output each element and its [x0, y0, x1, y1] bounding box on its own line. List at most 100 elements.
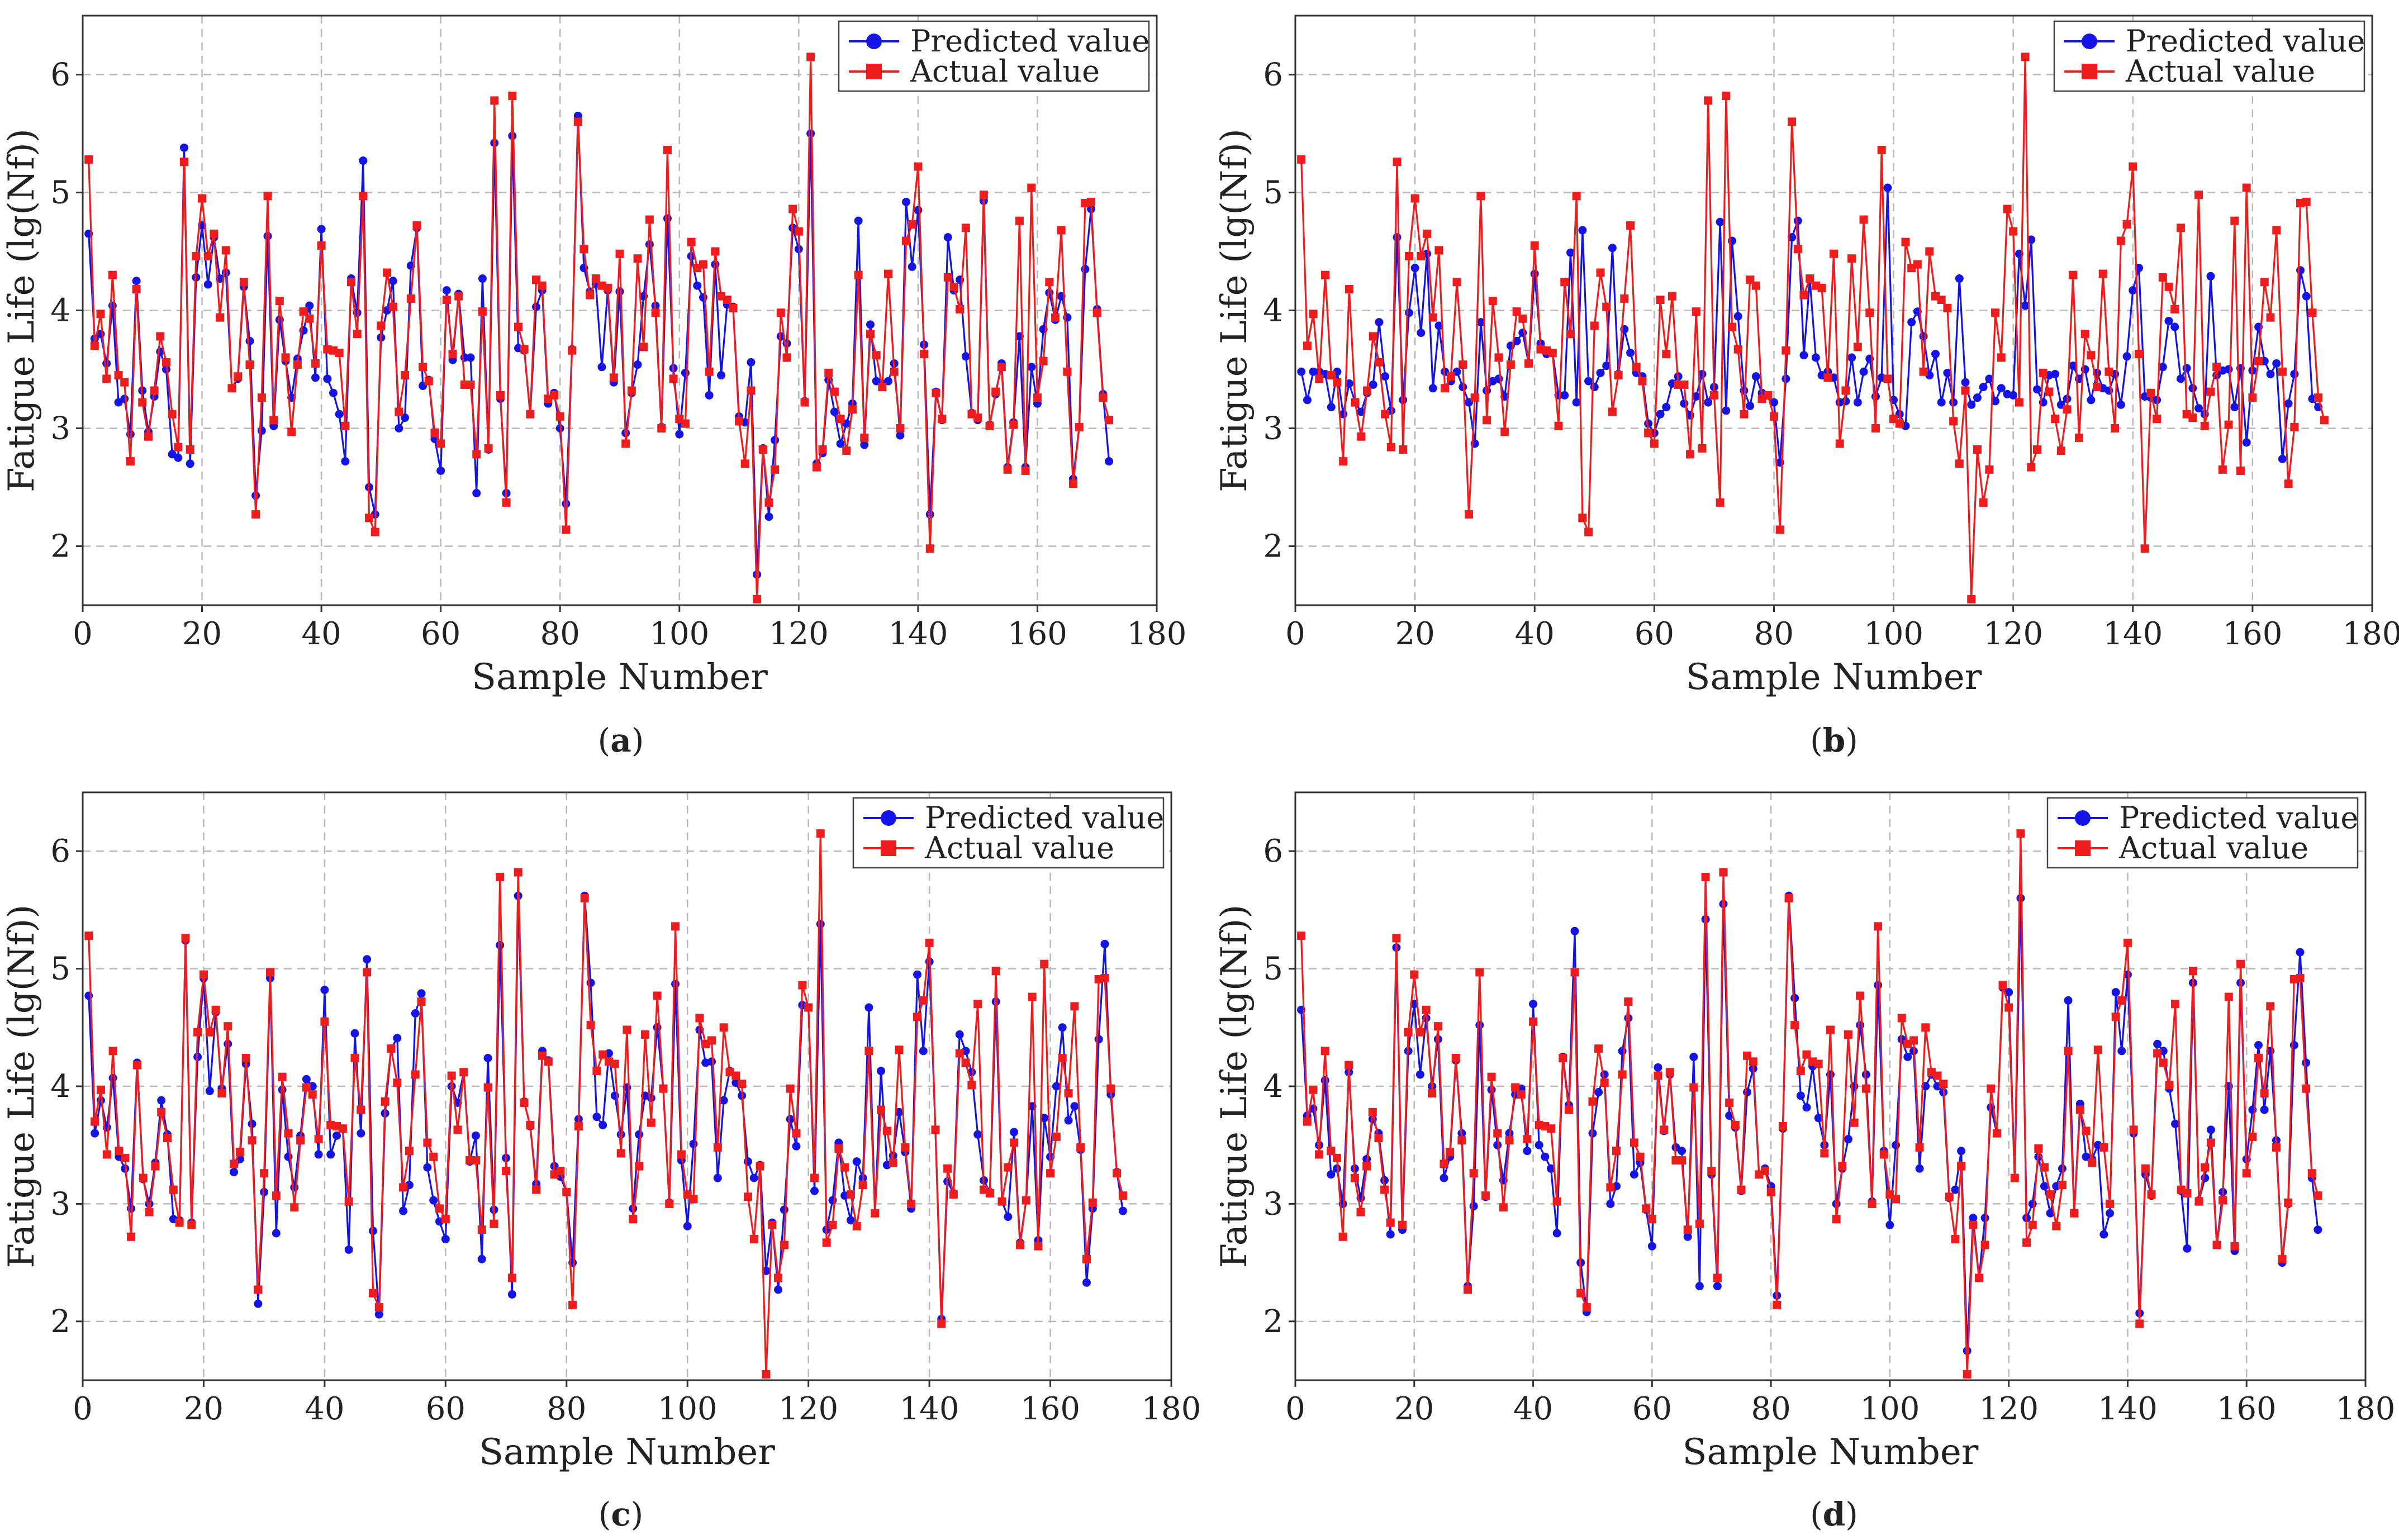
data-point-predicted	[1399, 396, 1408, 405]
data-point-actual	[1321, 270, 1330, 279]
data-point-predicted	[2183, 1244, 2192, 1253]
data-point-actual	[956, 305, 965, 313]
data-point-actual	[96, 1085, 105, 1094]
data-point-actual	[181, 934, 190, 943]
data-point-actual	[2070, 1209, 2079, 1218]
data-point-actual	[2088, 1158, 2097, 1167]
data-point-actual	[263, 192, 272, 201]
data-point-actual	[401, 371, 410, 380]
data-point-actual	[388, 302, 397, 311]
data-point-actual	[1338, 1232, 1347, 1241]
data-point-predicted	[1070, 1102, 1079, 1111]
data-point-actual	[2153, 1049, 2162, 1058]
data-point-actual	[102, 1150, 111, 1159]
data-point-actual	[395, 407, 403, 416]
data-point-actual	[472, 450, 481, 459]
data-point-predicted	[1985, 374, 1994, 383]
data-point-predicted	[302, 1075, 311, 1083]
data-point-predicted	[477, 1254, 486, 1263]
x-tick-label: 100	[1860, 1391, 1920, 1427]
data-point-actual	[2058, 1181, 2067, 1190]
x-tick-label: 0	[73, 1391, 93, 1427]
data-point-actual	[2052, 1221, 2061, 1230]
data-point-predicted	[836, 439, 845, 448]
data-point-actual	[199, 970, 208, 979]
data-point-actual	[2153, 415, 2162, 424]
data-point-actual	[484, 444, 493, 453]
data-point-predicted	[1606, 1199, 1615, 1208]
legend-item-actual: Actual value	[2064, 54, 2315, 89]
data-point-predicted	[747, 358, 756, 367]
data-point-predicted	[2106, 1209, 2115, 1218]
data-point-actual	[1487, 1072, 1496, 1081]
legend-square-marker	[881, 840, 896, 856]
data-point-predicted	[1404, 308, 1413, 317]
data-point-predicted	[2016, 893, 2025, 902]
x-tick-label: 60	[1632, 1391, 1672, 1427]
data-point-predicted	[326, 1150, 335, 1159]
data-point-predicted	[2158, 363, 2167, 372]
data-point-actual	[1469, 1169, 1478, 1178]
data-point-predicted	[2230, 403, 2239, 412]
data-point-actual	[496, 391, 505, 400]
data-point-predicted	[393, 1034, 402, 1043]
x-tick-label: 40	[1515, 616, 1555, 652]
data-point-predicted	[1885, 1220, 1894, 1229]
x-tick-label: 80	[547, 1391, 586, 1427]
y-tick-label: 3	[50, 1186, 70, 1222]
data-point-actual	[2320, 416, 2329, 425]
data-point-actual	[1600, 1078, 1609, 1087]
x-tick-label: 160	[1008, 616, 1067, 652]
data-point-predicted	[1584, 377, 1593, 386]
data-point-actual	[496, 872, 505, 881]
data-point-actual	[913, 1013, 921, 1021]
data-point-actual	[2106, 1199, 2115, 1208]
data-point-actual	[2140, 544, 2149, 553]
data-point-predicted	[1410, 264, 1419, 273]
series-predicted	[84, 111, 1114, 579]
data-point-actual	[235, 1148, 244, 1157]
data-point-predicted	[132, 277, 141, 286]
data-point-actual	[556, 1166, 565, 1175]
data-point-actual	[1841, 386, 1850, 395]
data-point-actual	[2123, 938, 2132, 947]
data-point-actual	[265, 968, 274, 977]
data-point-actual	[1375, 358, 1384, 367]
data-point-actual	[2218, 465, 2227, 474]
data-point-predicted	[344, 1245, 353, 1254]
data-point-predicted	[335, 410, 344, 419]
data-point-actual	[365, 514, 374, 522]
data-point-predicted	[2046, 1209, 2055, 1218]
data-point-actual	[1733, 345, 1742, 354]
data-point-predicted	[1695, 1282, 1704, 1291]
y-tick-label: 5	[50, 175, 70, 211]
caption-letter: c	[611, 1495, 630, 1533]
data-point-actual	[2236, 959, 2245, 968]
data-point-actual	[780, 1240, 788, 1249]
data-point-actual	[1118, 1191, 1127, 1200]
data-point-actual	[882, 1127, 891, 1135]
x-tick-label: 180	[2336, 1391, 2396, 1427]
data-point-actual	[406, 294, 415, 303]
data-point-actual	[1853, 343, 1862, 351]
series-actual	[84, 829, 1127, 1379]
y-tick-label: 4	[50, 1068, 70, 1105]
data-point-actual	[2129, 162, 2137, 171]
data-point-actual	[1877, 146, 1886, 155]
data-point-actual	[579, 245, 588, 254]
data-point-actual	[281, 353, 290, 362]
data-point-actual	[150, 386, 159, 395]
data-point-predicted	[1100, 939, 1109, 948]
data-point-predicted	[1303, 396, 1312, 405]
data-point-actual	[1327, 1147, 1336, 1156]
data-point-actual	[1350, 1173, 1359, 1182]
data-point-actual	[1668, 292, 1676, 301]
data-point-actual	[1451, 1054, 1460, 1063]
data-point-actual	[1799, 291, 1808, 300]
data-point-actual	[1921, 1023, 1930, 1032]
data-point-actual	[1713, 1273, 1722, 1282]
y-tick-label: 6	[50, 833, 70, 869]
data-point-actual	[1608, 407, 1617, 416]
data-point-actual	[562, 1187, 571, 1196]
data-point-actual	[1506, 360, 1515, 369]
